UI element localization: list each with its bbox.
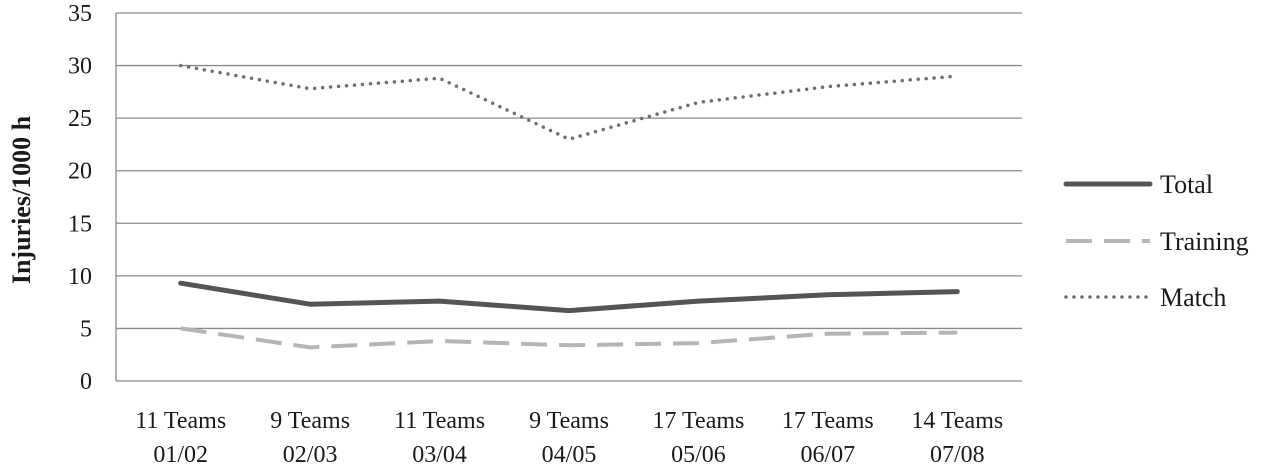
x-tick-label-line1: 9 Teams xyxy=(529,408,609,434)
legend-label-match: Match xyxy=(1160,283,1226,312)
x-tick-label-line2: 07/08 xyxy=(930,442,985,468)
x-tick-label-line1: 11 Teams xyxy=(135,408,226,434)
x-tick-label-line2: 05/06 xyxy=(671,442,726,468)
y-axis-ticks: 0 5 10 15 20 25 30 35 xyxy=(68,1,92,395)
legend-label-total: Total xyxy=(1160,170,1213,199)
x-tick-label-line1: 14 Teams xyxy=(911,408,1003,434)
x-tick-label-line2: 01/02 xyxy=(153,442,208,468)
y-tick-label: 10 xyxy=(68,264,92,290)
x-tick-label-line2: 03/04 xyxy=(412,442,467,468)
y-tick-label: 25 xyxy=(68,106,92,132)
series-line-training xyxy=(180,326,958,350)
y-tick-label: 30 xyxy=(68,54,92,80)
y-tick-label: 35 xyxy=(68,1,92,27)
y-axis-title: Injuries/1000 h xyxy=(7,115,36,284)
y-tick-label: 0 xyxy=(80,369,92,395)
x-tick-label-line1: 17 Teams xyxy=(782,408,874,434)
gridlines xyxy=(115,12,1022,382)
x-axis-ticks: 11 Teams 01/02 9 Teams 02/03 11 Teams 03/04 9 … xyxy=(135,408,1003,468)
x-tick-label-line2: 06/07 xyxy=(801,442,856,468)
x-tick-label-line1: 9 Teams xyxy=(270,408,350,434)
x-tick-label-line2: 02/03 xyxy=(283,442,338,468)
legend-label-training: Training xyxy=(1160,227,1249,256)
legend: Total Training Match xyxy=(1063,170,1249,312)
series-line-match xyxy=(178,63,960,141)
x-tick-label-line1: 17 Teams xyxy=(652,408,744,434)
series-line-total xyxy=(178,280,960,314)
y-tick-label: 15 xyxy=(68,211,92,237)
y-tick-label: 5 xyxy=(80,316,92,342)
x-tick-label-line2: 04/05 xyxy=(542,442,597,468)
y-tick-label: 20 xyxy=(68,159,92,185)
series-lines xyxy=(178,63,960,350)
x-tick-label-line1: 11 Teams xyxy=(394,408,485,434)
